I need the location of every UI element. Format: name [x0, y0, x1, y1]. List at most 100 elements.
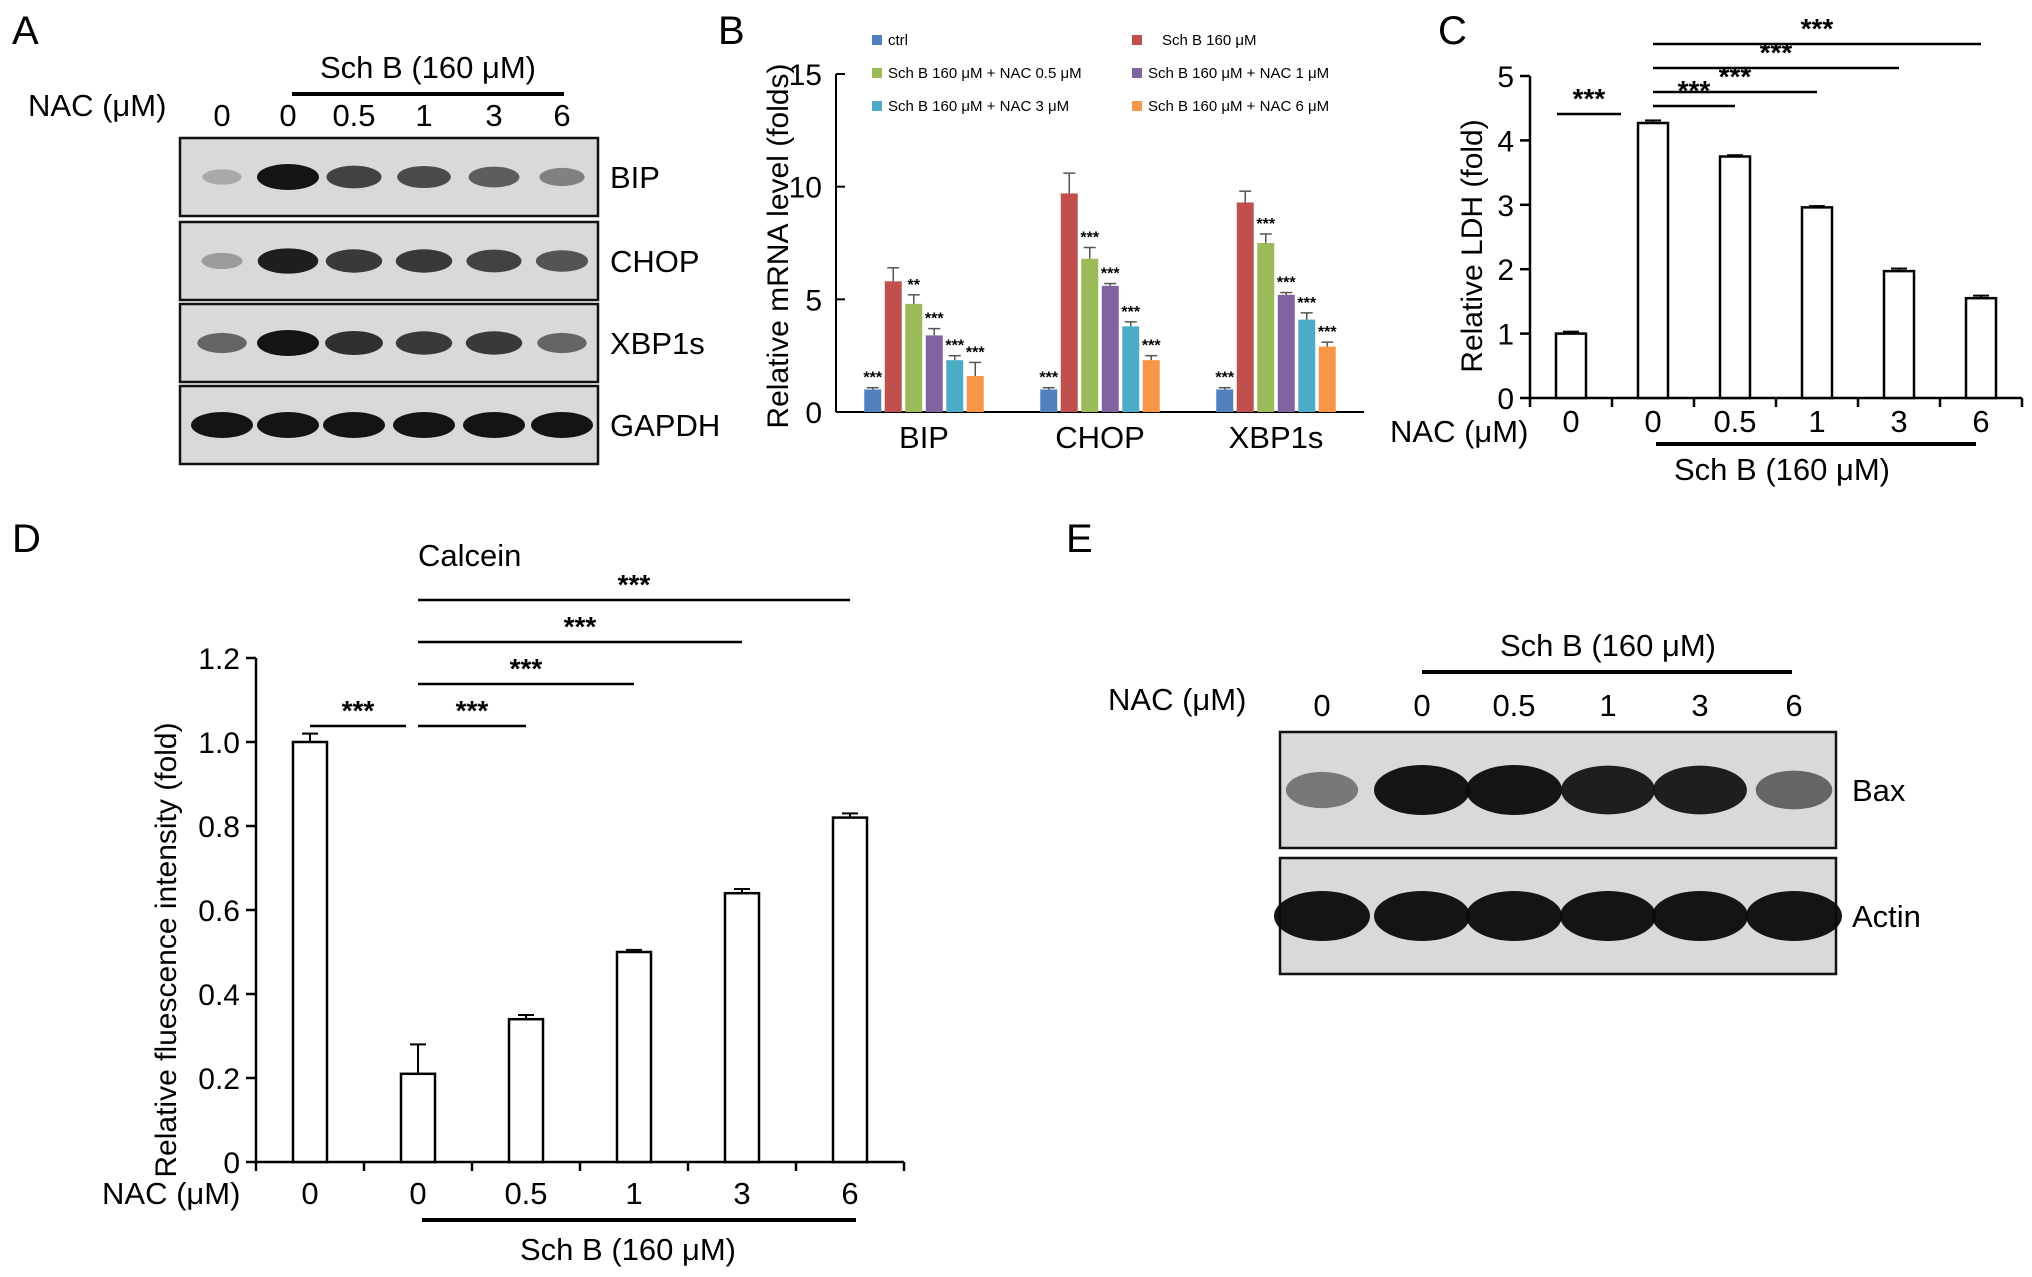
panel-b-sig-stars: *** — [966, 344, 985, 361]
panel-a-band — [468, 166, 520, 188]
panel-d-y-tick-label: 0.6 — [198, 895, 240, 928]
panel-a-band — [531, 412, 593, 438]
panel-b-legend-swatch — [872, 35, 882, 45]
panel-d-bar — [615, 950, 653, 1164]
panel-e-dose-label: 0.5 — [1492, 688, 1535, 723]
panel-a-band — [323, 412, 385, 438]
panel-a-band — [325, 330, 383, 356]
panel-b-bar — [1060, 193, 1078, 412]
panel-c-y-tick-label: 1 — [1497, 319, 1514, 352]
panel-a-band — [397, 165, 451, 189]
panel-d-sig-stars: *** — [564, 611, 597, 642]
panel-a-band — [326, 165, 382, 189]
panel-c-y-tick-label: 4 — [1497, 125, 1514, 158]
panel-d-y-tick-label: 0.4 — [198, 979, 240, 1012]
panel-c-bar — [1636, 121, 1670, 400]
panel-e-band — [1274, 891, 1370, 941]
panel-a-nac-label: NAC (μM) — [28, 88, 166, 123]
panel-b-x-tick-label: XBP1s — [1229, 420, 1324, 455]
panel-c-sig-stars: *** — [1678, 75, 1711, 106]
panel-c-sig-stars: *** — [1719, 61, 1752, 92]
panel-c-bar — [1882, 269, 1916, 400]
panel-a-blot-frame — [178, 136, 600, 218]
panel-c-x-tick-label: 3 — [1890, 404, 1907, 439]
panel-b-sig-stars: *** — [1142, 338, 1161, 355]
panel-b-sig-stars: *** — [1039, 370, 1058, 387]
panel-d-x-tick-label: 0 — [409, 1176, 426, 1211]
panel-c-x-tick-label: 0 — [1644, 404, 1661, 439]
panel-b-legend-label: Sch B 160 μM + NAC 3 μM — [888, 98, 1069, 115]
panel-a-western-blot: 0 0 0.5 1 3 6 BIP CHOP XBP1s GAPDH — [178, 98, 720, 466]
panel-d-group-label: Sch B (160 μM) — [520, 1232, 736, 1267]
panel-b-sig-stars: *** — [925, 311, 944, 328]
panel-c-group-label: Sch B (160 μM) — [1674, 452, 1890, 487]
panel-d-x-tick-label: 0.5 — [504, 1176, 547, 1211]
panel-e-band — [1374, 891, 1470, 941]
panel-e-band — [1561, 765, 1655, 815]
panel-d-bar — [507, 1017, 545, 1164]
panel-a-blot-frame — [178, 302, 600, 384]
panel-c-ylabel: Relative LDH (fold) — [1456, 119, 1489, 372]
panel-d-x-tick-label: 1 — [625, 1176, 642, 1211]
panel-d-sig-stars: *** — [456, 695, 489, 726]
panel-c-sig-stars: *** — [1760, 37, 1793, 68]
panel-e-band — [1652, 891, 1748, 941]
panel-c-y-tick-label: 0 — [1497, 383, 1514, 416]
panel-a-band — [466, 249, 522, 273]
panel-a-blot-label: BIP — [610, 160, 660, 195]
panel-b-y-tick-label: 0 — [805, 397, 822, 430]
panel-c-sig-stars: *** — [1801, 13, 1834, 44]
panel-a-band — [537, 332, 587, 354]
panel-letter-c: C — [1438, 9, 1467, 53]
panel-e-dose-label: 0 — [1313, 688, 1330, 723]
panel-a-dose-label: 0 — [279, 98, 296, 133]
panel-b-sig-stars: *** — [1318, 324, 1337, 341]
panel-letter-b: B — [718, 9, 745, 53]
panel-b-legend-label: Sch B 160 μM — [1162, 32, 1257, 49]
panel-d-y-tick-label: 1.0 — [198, 727, 240, 760]
panel-b-bar — [925, 335, 943, 412]
panel-e-blot-label: Actin — [1852, 899, 1921, 934]
panel-b-x-tick-label: BIP — [899, 420, 949, 455]
panel-c-y-tick-label: 3 — [1497, 190, 1514, 223]
panel-c-x-tick-label: 1 — [1808, 404, 1825, 439]
panel-e-western-blot: 0 0 0.5 1 3 6 Bax Actin — [1274, 688, 1921, 976]
panel-a-blot-frame — [178, 220, 600, 302]
panel-c-bar — [1964, 296, 1998, 400]
panel-e-dose-label: 0 — [1413, 688, 1430, 723]
panel-d-bar — [831, 816, 869, 1164]
panel-b-legend-swatch — [872, 101, 882, 111]
panel-d-y-tick-label: 0.8 — [198, 811, 240, 844]
panel-a-band — [257, 248, 319, 274]
panel-d-x-tick-label: 0 — [301, 1176, 318, 1211]
panel-a-group-label: Sch B (160 μM) — [320, 50, 536, 85]
panel-d-bar — [291, 740, 329, 1164]
panel-c-x-tick-label: 0.5 — [1713, 404, 1756, 439]
panel-b-bar — [1318, 346, 1336, 412]
panel-a-band — [463, 412, 525, 438]
panel-b-bar — [966, 375, 984, 412]
panel-letter-a: A — [12, 9, 39, 53]
panel-e-blot-label: Bax — [1852, 773, 1906, 808]
panel-letter-e: E — [1066, 517, 1093, 561]
panel-b-sig-stars: *** — [1256, 216, 1275, 233]
panel-b-bar — [1122, 326, 1140, 412]
panel-b-bar — [905, 303, 923, 412]
panel-a-band — [257, 330, 319, 356]
panel-c-y-tick-label: 5 — [1497, 61, 1514, 94]
panel-c-x-tick-label: 0 — [1562, 404, 1579, 439]
panel-b-bar — [1040, 389, 1058, 412]
panel-d-y-tick-label: 0 — [223, 1147, 240, 1180]
panel-e-group-label: Sch B (160 μM) — [1500, 628, 1716, 663]
panel-e-band — [1374, 765, 1470, 815]
panel-a-dose-label: 0.5 — [332, 98, 375, 133]
panel-a-band — [191, 412, 253, 438]
panel-d-nac-label: NAC (μM) — [102, 1176, 240, 1211]
panel-d-bar — [723, 891, 761, 1164]
panel-b-bar — [946, 360, 964, 412]
panel-b-sig-stars: *** — [1101, 266, 1120, 283]
panel-d-title: Calcein — [418, 538, 521, 573]
panel-c-bar — [1718, 155, 1752, 400]
panel-a-band — [535, 250, 589, 272]
panel-b-legend-swatch — [1132, 68, 1142, 78]
